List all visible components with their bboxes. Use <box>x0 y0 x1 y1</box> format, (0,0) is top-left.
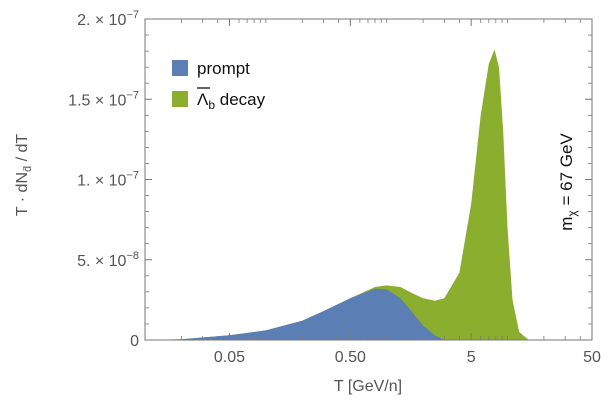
legend-label-lambda-b: Λb decay <box>197 90 266 112</box>
legend-swatch-lambda-b <box>172 91 188 107</box>
area-prompt <box>145 288 445 340</box>
y-tick-label-0: 0 <box>130 333 139 350</box>
y-axis: 0 5. × 10−8 1. × 10−7 1.5 × 10−7 2. × 10−7 <box>68 9 592 350</box>
x-tick-label-2: 5 <box>467 349 476 366</box>
chart-areas <box>145 49 529 340</box>
legend: prompt Λb decay <box>172 59 266 112</box>
y-axis-title-sub: d̄ <box>22 166 34 172</box>
y-axis-title-group: T · dNd̄ / dT <box>14 134 34 217</box>
y-axis-title-main: T · dN <box>14 172 31 216</box>
x-tick-label-1: 0.50 <box>335 349 366 366</box>
area-lambda-b-decay <box>145 49 529 340</box>
legend-lambda-sub: b <box>208 98 215 112</box>
legend-lambda-base: Λ <box>197 90 209 109</box>
mass-annotation-group: mχ = 67 GeV <box>557 133 579 231</box>
y-tick-label-4: 2. × 10−7 <box>77 9 139 29</box>
mass-annotation-sub: χ <box>565 210 579 217</box>
legend-swatch-prompt <box>172 60 188 76</box>
mass-annotation-rest: = 67 GeV <box>557 133 576 211</box>
y-tick-label-3: 1.5 × 10−7 <box>68 89 139 109</box>
y-tick-label-1: 5. × 10−8 <box>77 250 139 270</box>
y-axis-title-tail: / dT <box>14 134 31 166</box>
y-tick-label-2: 1. × 10−7 <box>77 170 139 190</box>
legend-lambda-suffix: decay <box>215 90 266 109</box>
x-tick-label-3: 50 <box>583 349 601 366</box>
x-axis-title: T [GeV/n] <box>334 378 402 395</box>
y-axis-title: T · dNd̄ / dT <box>14 134 34 217</box>
x-axis: 0.05 0.50 5 50 <box>144 19 601 366</box>
mass-annotation: mχ = 67 GeV <box>557 133 579 231</box>
legend-label-prompt: prompt <box>197 59 250 78</box>
x-tick-label-0: 0.05 <box>214 349 245 366</box>
mass-annotation-base: m <box>557 217 576 231</box>
